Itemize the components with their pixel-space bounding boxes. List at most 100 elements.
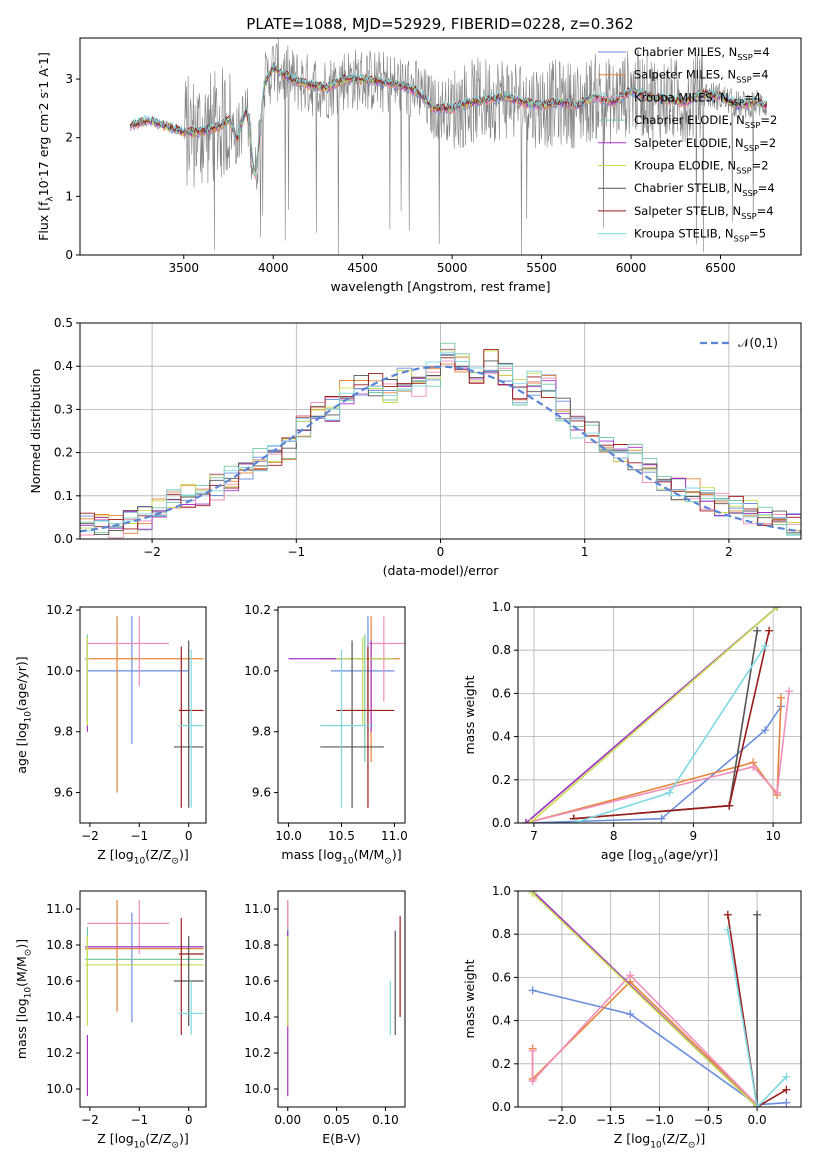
legend-label-kroupa_elodie: Kroupa ELODIE, NSSP=2: [634, 159, 769, 176]
text-span: (age/yr)]: [663, 847, 718, 862]
weight-marker-kroupa_elodie: [528, 891, 537, 898]
y-tick-label: 0.2: [492, 773, 511, 787]
text-span: =5: [749, 227, 766, 241]
weight-line-kroupa_miles: [525, 691, 790, 823]
text-span: (age/yr)]: [14, 656, 29, 711]
y-axis-label: age [log10(age/yr)]: [14, 656, 33, 773]
text-span: SSP: [742, 188, 758, 198]
weight-marker-salpeter_miles: [777, 693, 786, 702]
y-tick-label: 9.8: [252, 725, 271, 739]
y-tick-label: 10.2: [244, 1046, 271, 1060]
model-spectrum-kroupa_stelib: [129, 61, 767, 177]
text-span: Kroupa STELIB, N: [634, 227, 734, 241]
weight-marker-kroupa_miles: [785, 687, 794, 696]
text-span: 𝒩(0,1): [738, 336, 778, 350]
y-tick-label: 0.0: [54, 532, 73, 546]
weight-marker-kroupa_stelib: [723, 925, 732, 934]
text-span: SSP: [734, 234, 750, 244]
y-tick-label: 10.4: [46, 1010, 73, 1024]
text-span: 10: [36, 180, 51, 196]
x-tick-label: 4500: [347, 261, 378, 275]
x-tick-label: 2: [725, 545, 733, 559]
plot-area: [129, 38, 767, 255]
y-tick-label: 0.3: [54, 402, 73, 416]
text-span: 10: [134, 856, 146, 866]
text-span: E(B-V): [322, 1131, 361, 1146]
legend-label-chabrier_elodie: Chabrier ELODIE, NSSP=2: [634, 113, 777, 130]
y-tick-label: 0.4: [492, 1014, 511, 1028]
x-axis-label: (data-model)/error: [383, 563, 500, 578]
x-tick-label: 0.05: [323, 1113, 350, 1127]
text-span: (data-model)/error: [383, 563, 500, 578]
weight-marker-chabrier_miles: [782, 1098, 791, 1107]
text-span: )]: [14, 939, 29, 949]
x-tick-label: 10.0: [275, 829, 302, 843]
x-tick-label: 5000: [437, 261, 468, 275]
weight-line-kroupa_miles: [531, 974, 758, 1106]
x-tick-label: −0.5: [694, 1113, 723, 1127]
y-tick-label: 1: [65, 189, 73, 203]
x-tick-label: 6500: [705, 261, 736, 275]
plot-area: [288, 616, 405, 808]
y-axis-label: mass [log10(M/M⊙)]: [14, 939, 33, 1059]
y-tick-label: 0.0: [492, 816, 511, 830]
y-tick-label: 0.8: [492, 643, 511, 657]
x-tick-label: −2: [81, 829, 99, 843]
y-tick-label: 10.2: [244, 603, 271, 617]
weight-marker-kroupa_stelib: [753, 1103, 762, 1107]
y-tick-label: 1.0: [492, 600, 511, 614]
y-tick-label: 0.2: [492, 1057, 511, 1071]
y-tick-label: 3: [65, 72, 73, 86]
x-tick-label: 10.5: [328, 829, 355, 843]
text-span: ⊙: [171, 856, 179, 866]
text-span: Chabrier ELODIE, N: [634, 113, 745, 127]
x-tick-label: −1.0: [645, 1113, 674, 1127]
plot-area: [287, 900, 401, 1097]
y-tick-label: 0.0: [492, 1100, 511, 1114]
y-axis-label: mass weight: [462, 959, 477, 1038]
x-tick-label: 4000: [258, 261, 289, 275]
text-span: Salpeter STELIB, N: [634, 204, 741, 218]
weight-vs-metallicity-panel: −2.0 −1.5 −1.0 −0.5 0.0 0.0 0.2 0.4 0.6 0.8 1.0 Z […: [462, 884, 802, 1150]
y-tick-label: 9.6: [252, 786, 271, 800]
x-axis-label: mass [log10(M/M⊙)]: [281, 847, 401, 866]
x-tick-label: 0.0: [748, 1113, 767, 1127]
y-tick-label: 0.4: [54, 359, 73, 373]
text-span: Z [log: [97, 847, 133, 862]
text-span: )]: [392, 847, 402, 862]
text-span: 10: [650, 1140, 662, 1150]
text-span: )]: [179, 847, 189, 862]
y-tick-label: 10.8: [46, 938, 73, 952]
observed-spectrum: [130, 38, 767, 255]
weight-marker-kroupa_elodie: [773, 607, 782, 611]
text-span: ⊙: [688, 1140, 696, 1150]
text-span: Flux [f: [36, 201, 51, 241]
normal-curve: [80, 365, 801, 533]
x-tick-label: 0: [185, 829, 193, 843]
text-span: -: [37, 65, 47, 68]
text-span: ⊙: [384, 856, 392, 866]
text-span: (M/M: [354, 847, 385, 862]
weight-marker-kroupa_miles: [528, 1077, 537, 1086]
age-vs-metallicity-panel: −2 −1 09.69.810.010.2Z [log10(Z/Z⊙)]age [l…: [14, 603, 207, 866]
weight-marker-kroupa_stelib: [569, 819, 578, 823]
text-span: )]: [179, 1131, 189, 1146]
text-span: 1 A: [36, 68, 51, 89]
text-span: mass weight: [462, 959, 477, 1038]
text-span: SSP: [741, 211, 757, 221]
text-span: mass [log: [14, 998, 29, 1059]
text-span: Kroupa ELODIE, N: [634, 159, 736, 173]
x-tick-label: −1: [287, 545, 305, 559]
x-tick-label: 10: [765, 829, 780, 843]
text-span: mass weight: [462, 675, 477, 754]
model-spectrum-chabrier_stelib: [129, 63, 767, 174]
y-axis-label: Flux [fλ10-17 erg cm-2 s-1 A-1]: [36, 52, 55, 241]
text-span: 10: [652, 856, 664, 866]
text-span: (Z/Z: [145, 1131, 171, 1146]
spectrum-panel: 3500 4000 4500 5000 5500 6000 6500 0 1 2 3 waveleng…: [36, 37, 802, 294]
weight-marker-kroupa_miles: [528, 1046, 537, 1055]
legend-label-kroupa_stelib: Kroupa STELIB, NSSP=5: [634, 227, 766, 244]
weight-marker-chabrier_miles: [761, 726, 770, 735]
y-tick-label: 11.0: [244, 902, 271, 916]
y-tick-label: 0.1: [54, 489, 73, 503]
